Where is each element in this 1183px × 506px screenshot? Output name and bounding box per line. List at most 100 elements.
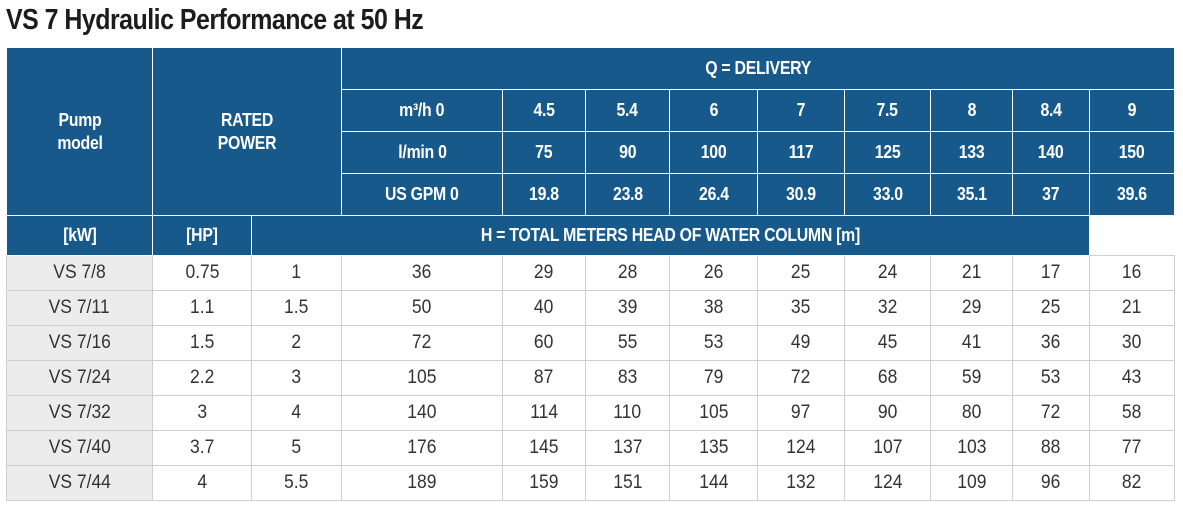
flow-value: 125 [844,131,931,174]
head-value-cell: 90 [844,395,931,431]
head-value-cell: 25 [757,255,845,291]
head-value-cell: 53 [669,325,758,361]
flow-value: 35.1 [930,173,1013,216]
head-value-cell: 58 [1088,395,1176,431]
hp-cell: 5 [251,430,342,466]
head-value-cell: 53 [1012,360,1090,396]
pump-model-cell: VS 7/40 [6,430,153,466]
pump-model-cell: VS 7/11 [6,290,153,326]
pump-model-cell: VS 7/44 [6,465,153,501]
kw-cell: 2.2 [152,360,252,396]
flow-value: 7 [757,89,845,132]
head-value-cell: 72 [1012,395,1090,431]
flow-value: 150 [1088,131,1176,174]
head-value-cell: 24 [844,255,931,291]
head-value-cell: 105 [341,360,503,396]
head-value-cell: 124 [757,430,845,466]
table-row: VS 7/16 1.5 2 72 60 55 53 49 45 41 36 30 [6,325,1176,361]
table-row: VS 7/24 2.2 3 105 87 83 79 72 68 59 53 43 [6,360,1176,396]
head-value-cell: 83 [585,360,670,396]
head-value-cell: 140 [341,395,503,431]
flow-value: 8 [930,89,1013,132]
table-row: VS 7/11 1.1 1.5 50 40 39 38 35 32 29 25 21 [6,290,1176,326]
head-value-cell: 88 [1012,430,1090,466]
head-value-cell: 124 [844,465,931,501]
flow-value: 5.4 [585,89,670,132]
head-value-cell: 72 [341,325,503,361]
hp-cell: 3 [251,360,342,396]
kw-cell: 1.1 [152,290,252,326]
head-value-cell: 28 [585,255,670,291]
head-value-cell: 43 [1088,360,1176,396]
pump-model-cell: VS 7/16 [6,325,153,361]
flow-unit-label: m³/h 0 [341,89,503,132]
head-header: H = TOTAL METERS HEAD OF WATER COLUMN [m… [251,215,1090,256]
kw-cell: 3.7 [152,430,252,466]
flow-value: 7.5 [844,89,931,132]
head-value-cell: 30 [1088,325,1176,361]
flow-value: 39.6 [1088,173,1176,216]
pump-model-header: Pump model [6,47,153,216]
rated-power-header: RATED POWER [152,47,342,216]
head-value-cell: 159 [502,465,586,501]
head-value-cell: 29 [502,255,586,291]
head-value-cell: 79 [669,360,758,396]
head-value-cell: 21 [930,255,1013,291]
head-value-cell: 151 [585,465,670,501]
performance-table: Pump model RATED POWER Q = DELIVERY m³/h… [6,47,1176,501]
flow-value: 8.4 [1012,89,1090,132]
head-value-cell: 35 [757,290,845,326]
head-value-cell: 189 [341,465,503,501]
head-value-cell: 55 [585,325,670,361]
head-value-cell: 82 [1088,465,1176,501]
flow-value: 100 [669,131,758,174]
head-value-cell: 45 [844,325,931,361]
hp-cell: 1 [251,255,342,291]
flow-value: 133 [930,131,1013,174]
head-value-cell: 25 [1012,290,1090,326]
kw-cell: 0.75 [152,255,252,291]
pump-model-cell: VS 7/24 [6,360,153,396]
kw-unit-header: [kW] [6,215,153,256]
hp-cell: 2 [251,325,342,361]
head-value-cell: 107 [844,430,931,466]
hp-unit-header: [HP] [152,215,252,256]
head-value-cell: 114 [502,395,586,431]
head-value-cell: 105 [669,395,758,431]
flow-value: 90 [585,131,670,174]
flow-value: 37 [1012,173,1090,216]
head-value-cell: 97 [757,395,845,431]
head-value-cell: 50 [341,290,503,326]
head-value-cell: 40 [502,290,586,326]
head-value-cell: 39 [585,290,670,326]
flow-value: 9 [1088,89,1176,132]
flow-unit-label: US GPM 0 [341,173,503,216]
flow-unit-label: l/min 0 [341,131,503,174]
flow-value: 23.8 [585,173,670,216]
head-value-cell: 109 [930,465,1013,501]
head-value-cell: 17 [1012,255,1090,291]
hp-cell: 5.5 [251,465,342,501]
head-value-cell: 80 [930,395,1013,431]
head-value-cell: 135 [669,430,758,466]
head-value-cell: 87 [502,360,586,396]
flow-value: 33.0 [844,173,931,216]
head-value-cell: 77 [1088,430,1176,466]
head-value-cell: 21 [1088,290,1176,326]
head-value-cell: 72 [757,360,845,396]
flow-value: 6 [669,89,758,132]
flow-value: 19.8 [502,173,586,216]
flow-value: 4.5 [502,89,586,132]
hp-cell: 4 [251,395,342,431]
head-value-cell: 68 [844,360,931,396]
head-value-cell: 49 [757,325,845,361]
flow-value: 30.9 [757,173,845,216]
head-value-cell: 132 [757,465,845,501]
flow-value: 140 [1012,131,1090,174]
head-value-cell: 145 [502,430,586,466]
head-value-cell: 41 [930,325,1013,361]
head-value-cell: 144 [669,465,758,501]
flow-value: 26.4 [669,173,758,216]
pump-model-cell: VS 7/8 [6,255,153,291]
head-value-cell: 32 [844,290,931,326]
